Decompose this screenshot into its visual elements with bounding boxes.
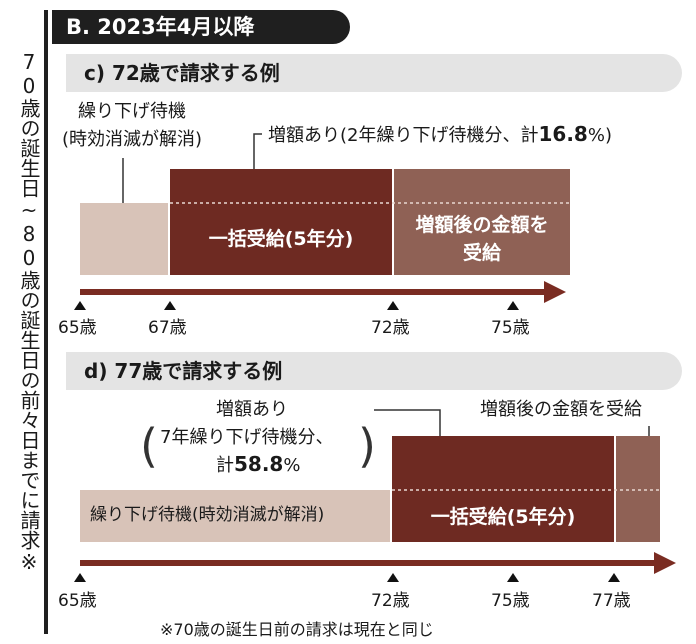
d-right-paren: ) (358, 419, 376, 473)
c-lump-block (170, 169, 392, 275)
c-after-label-1: 増額後の金額を (415, 214, 549, 236)
d-tick-75: 75歳 (491, 591, 530, 611)
c-tick-65: 65歳 (58, 318, 97, 338)
c-arrow-shaft (80, 289, 546, 295)
c-increase-label: 増額あり(2年繰り下げ待機分、計16.8%) (268, 122, 612, 146)
d-arrow-shaft (80, 560, 656, 566)
d-lump-block (392, 436, 614, 542)
d-tick-77: 77歳 (592, 591, 631, 611)
c-tick-72: 72歳 (371, 318, 410, 338)
section-d-title: d) 77歳で請求する例 (66, 352, 682, 390)
d-arrow-head (654, 552, 676, 574)
c-tick-67: 67歳 (148, 318, 187, 338)
d-increase-label-1: 増額あり (216, 399, 288, 420)
d-deferral-label: 繰り下げ待機(時効消滅が解消) (90, 505, 325, 525)
footnote: ※70歳の誕生日前の請求は現在と同じ (160, 620, 434, 639)
d-lump-label: 一括受給(5年分) (430, 506, 576, 528)
side-note: 70歳の誕生日~80歳の誕生日の前々日までに請求※ (17, 50, 41, 574)
left-divider-line (44, 10, 48, 634)
c-lump-label: 一括受給(5年分) (208, 228, 354, 250)
d-after-block (616, 436, 660, 542)
c-arrow-head (544, 281, 566, 303)
c-increase-callout (253, 133, 262, 182)
d-increase-label-3: 計58.8% (216, 452, 301, 476)
c-after-label-2: 受給 (462, 242, 501, 264)
c-tick-75: 75歳 (491, 318, 530, 338)
d-deferral-block (80, 490, 390, 542)
c-deferral-block (80, 203, 168, 275)
section-c-title: c) 72歳で請求する例 (66, 54, 682, 92)
section-header: B. 2023年4月以降 (52, 10, 350, 44)
d-increase-label-2: 7年繰り下げ待機分、 (160, 427, 334, 448)
d-tick-72: 72歳 (371, 591, 410, 611)
c-deferral-sublabel: (時効消滅が解消) (62, 129, 203, 150)
c-after-block (394, 169, 570, 275)
d-tick-65: 65歳 (58, 591, 97, 611)
d-left-paren: ( (140, 419, 158, 473)
c-deferral-label: 繰り下げ待機 (78, 101, 186, 122)
d-after-label: 増額後の金額を受給 (480, 399, 642, 420)
